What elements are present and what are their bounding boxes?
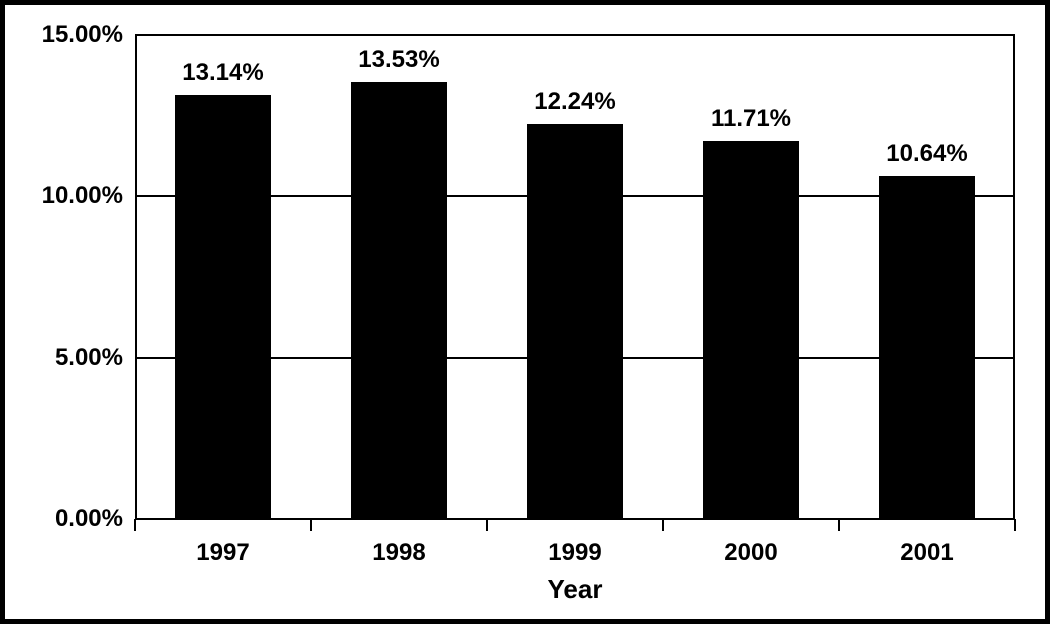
bar-slot: 12.24%1999 [487,35,663,519]
bar: 10.64% [879,176,976,519]
x-tick-label: 1999 [548,539,601,567]
x-tick-label: 2001 [900,539,953,567]
bar-data-label: 10.64% [886,140,967,168]
x-tick-label: 1997 [196,539,249,567]
bar: 13.14% [175,95,272,519]
x-tick-mark [486,519,488,531]
bar-slot: 11.71%2000 [663,35,839,519]
x-tick-mark [838,519,840,531]
bar-slot: 10.64%2001 [839,35,1015,519]
chart-frame: 13.14%199713.53%199812.24%199911.71%2000… [0,0,1050,624]
x-tick-mark [310,519,312,531]
y-tick-label: 10.00% [42,182,135,210]
gridline [135,195,1015,197]
bars-container: 13.14%199713.53%199812.24%199911.71%2000… [135,35,1015,519]
bar-slot: 13.14%1997 [135,35,311,519]
x-tick-mark [134,519,136,531]
x-tick-mark [1014,519,1016,531]
x-tick-mark [662,519,664,531]
bar-data-label: 13.14% [182,59,263,87]
bar-data-label: 13.53% [358,46,439,74]
x-tick-label: 1998 [372,539,425,567]
x-tick-label: 2000 [724,539,777,567]
bar-data-label: 11.71% [711,105,791,133]
plot-area: 13.14%199713.53%199812.24%199911.71%2000… [135,35,1015,519]
plot-border [1013,35,1015,519]
bar-slot: 13.53%1998 [311,35,487,519]
gridline [135,518,1015,520]
gridline [135,34,1015,36]
y-tick-label: 0.00% [55,505,135,533]
y-tick-label: 15.00% [42,21,135,49]
bar: 13.53% [351,82,448,519]
gridline [135,357,1015,359]
bar-data-label: 12.24% [534,88,615,116]
bar: 11.71% [703,141,800,519]
plot-border [135,35,137,519]
bar: 12.24% [527,124,624,519]
x-axis-title: Year [135,574,1015,605]
y-tick-label: 5.00% [55,344,135,372]
